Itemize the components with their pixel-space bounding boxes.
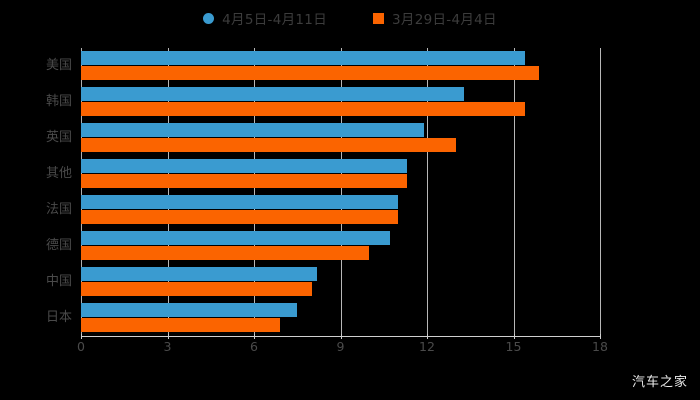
legend-label: 3月29日-4月4日: [392, 12, 497, 28]
bar[interactable]: [81, 318, 280, 332]
legend-entry[interactable]: 4月5日-4月11日: [203, 8, 327, 28]
bar-group: [81, 228, 600, 264]
bar[interactable]: [81, 51, 526, 65]
bar-group: [81, 300, 600, 336]
gridline: [427, 48, 428, 336]
legend-swatch-square-icon: [373, 12, 384, 24]
x-axis-tick-label: 0: [77, 339, 85, 354]
legend-swatch-circle-icon: [203, 12, 215, 24]
bar[interactable]: [81, 138, 456, 152]
x-axis-tick-mark: [340, 334, 342, 339]
gridline: [340, 48, 342, 336]
bar[interactable]: [81, 267, 318, 281]
plot-area: [81, 48, 601, 336]
x-axis-labels: 0 3 6 9 12 15 18: [77, 334, 608, 359]
y-axis-tick-label: 中国: [45, 274, 72, 289]
bar[interactable]: [81, 210, 399, 224]
legend-label: 4月5日-4月11日: [222, 12, 327, 28]
x-axis-tick-mark: [427, 334, 428, 339]
chart-legend: 4月5日-4月11日 3月29日-4月4日: [0, 8, 700, 28]
bar-group: [81, 192, 600, 228]
watermark: 汽车之家: [631, 375, 688, 390]
x-axis-tick-mark: [167, 334, 169, 339]
bar[interactable]: [81, 231, 390, 245]
x-axis-tick-label: 6: [250, 339, 258, 354]
bar[interactable]: [81, 195, 399, 209]
y-axis-labels: 美国韩国英国其他法国德国中国日本: [8, 48, 72, 336]
x-axis-tick-label: 18: [592, 339, 608, 354]
y-axis-tick-label: 德国: [45, 238, 72, 253]
y-axis-tick-label: 日本: [45, 310, 72, 325]
bar[interactable]: [81, 66, 540, 80]
x-axis-tick-label: 3: [163, 339, 172, 354]
gridline: [167, 48, 169, 336]
bar[interactable]: [81, 87, 465, 101]
bar-group: [81, 48, 600, 84]
x-axis-tick-label: 12: [419, 339, 435, 354]
gridline: [513, 48, 515, 336]
bar[interactable]: [81, 246, 370, 260]
bar[interactable]: [81, 303, 298, 317]
x-axis-tick-mark: [600, 334, 601, 339]
bar[interactable]: [81, 282, 312, 296]
y-axis-tick-label: 法国: [45, 202, 72, 217]
x-axis-tick-label: 9: [336, 339, 345, 354]
bar[interactable]: [81, 123, 425, 137]
y-axis-tick-label: 其他: [45, 166, 72, 181]
x-axis-tick-label: 15: [505, 339, 522, 354]
bar[interactable]: [81, 159, 407, 173]
bar-group: [81, 84, 600, 120]
bar-group: [81, 156, 600, 192]
bar[interactable]: [81, 174, 407, 188]
y-axis-tick-label: 英国: [45, 130, 72, 145]
y-axis-tick-label: 韩国: [45, 94, 72, 109]
bar-group: [81, 120, 600, 156]
bar-group: [81, 264, 600, 300]
x-axis-tick-mark: [81, 334, 82, 339]
x-axis-tick-mark: [513, 334, 515, 339]
gridline: [254, 48, 255, 336]
y-axis-tick-label: 美国: [45, 58, 72, 73]
x-axis-tick-mark: [254, 334, 255, 339]
legend-entry[interactable]: 3月29日-4月4日: [373, 8, 497, 28]
gridline: [600, 48, 601, 336]
gridline: [81, 48, 82, 336]
bar[interactable]: [81, 102, 526, 116]
